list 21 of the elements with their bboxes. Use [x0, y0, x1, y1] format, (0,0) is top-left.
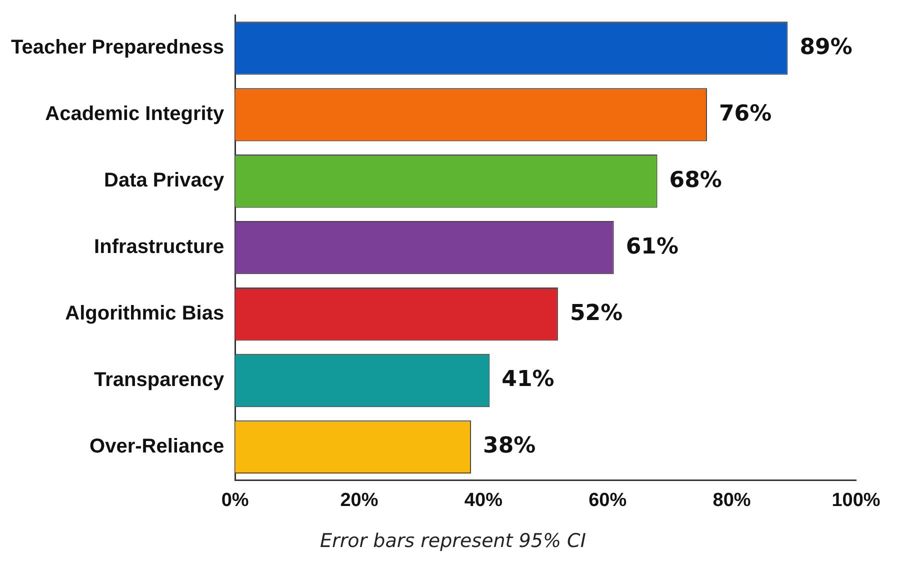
x-tick-label: 100%: [832, 490, 880, 511]
y-tick-label: Transparency: [94, 369, 225, 392]
x-tick-label: 20%: [340, 490, 378, 511]
y-tick-label: Algorithmic Bias: [65, 302, 224, 325]
data-label: 38%: [483, 434, 536, 459]
y-tick-label: Teacher Preparedness: [11, 36, 224, 59]
data-label: 89%: [800, 34, 852, 60]
x-tick-label: 0%: [221, 490, 249, 511]
data-label: 68%: [669, 168, 722, 193]
data-label: 41%: [502, 367, 554, 392]
data-label: 76%: [718, 101, 772, 126]
data-label: 61%: [626, 234, 679, 260]
x-tick-label: 80%: [712, 490, 751, 511]
y-tick-label: Infrastructure: [94, 236, 224, 258]
x-tick-label: 60%: [588, 490, 627, 511]
y-tick-label: Academic Integrity: [45, 103, 225, 126]
x-tick-label: 40%: [464, 490, 503, 511]
text: Error bars represent 95% CI: [319, 530, 587, 552]
y-tick-label: Data Privacy: [104, 170, 225, 192]
y-tick-label: Over-Reliance: [90, 435, 224, 458]
data-label: 52%: [570, 300, 623, 326]
